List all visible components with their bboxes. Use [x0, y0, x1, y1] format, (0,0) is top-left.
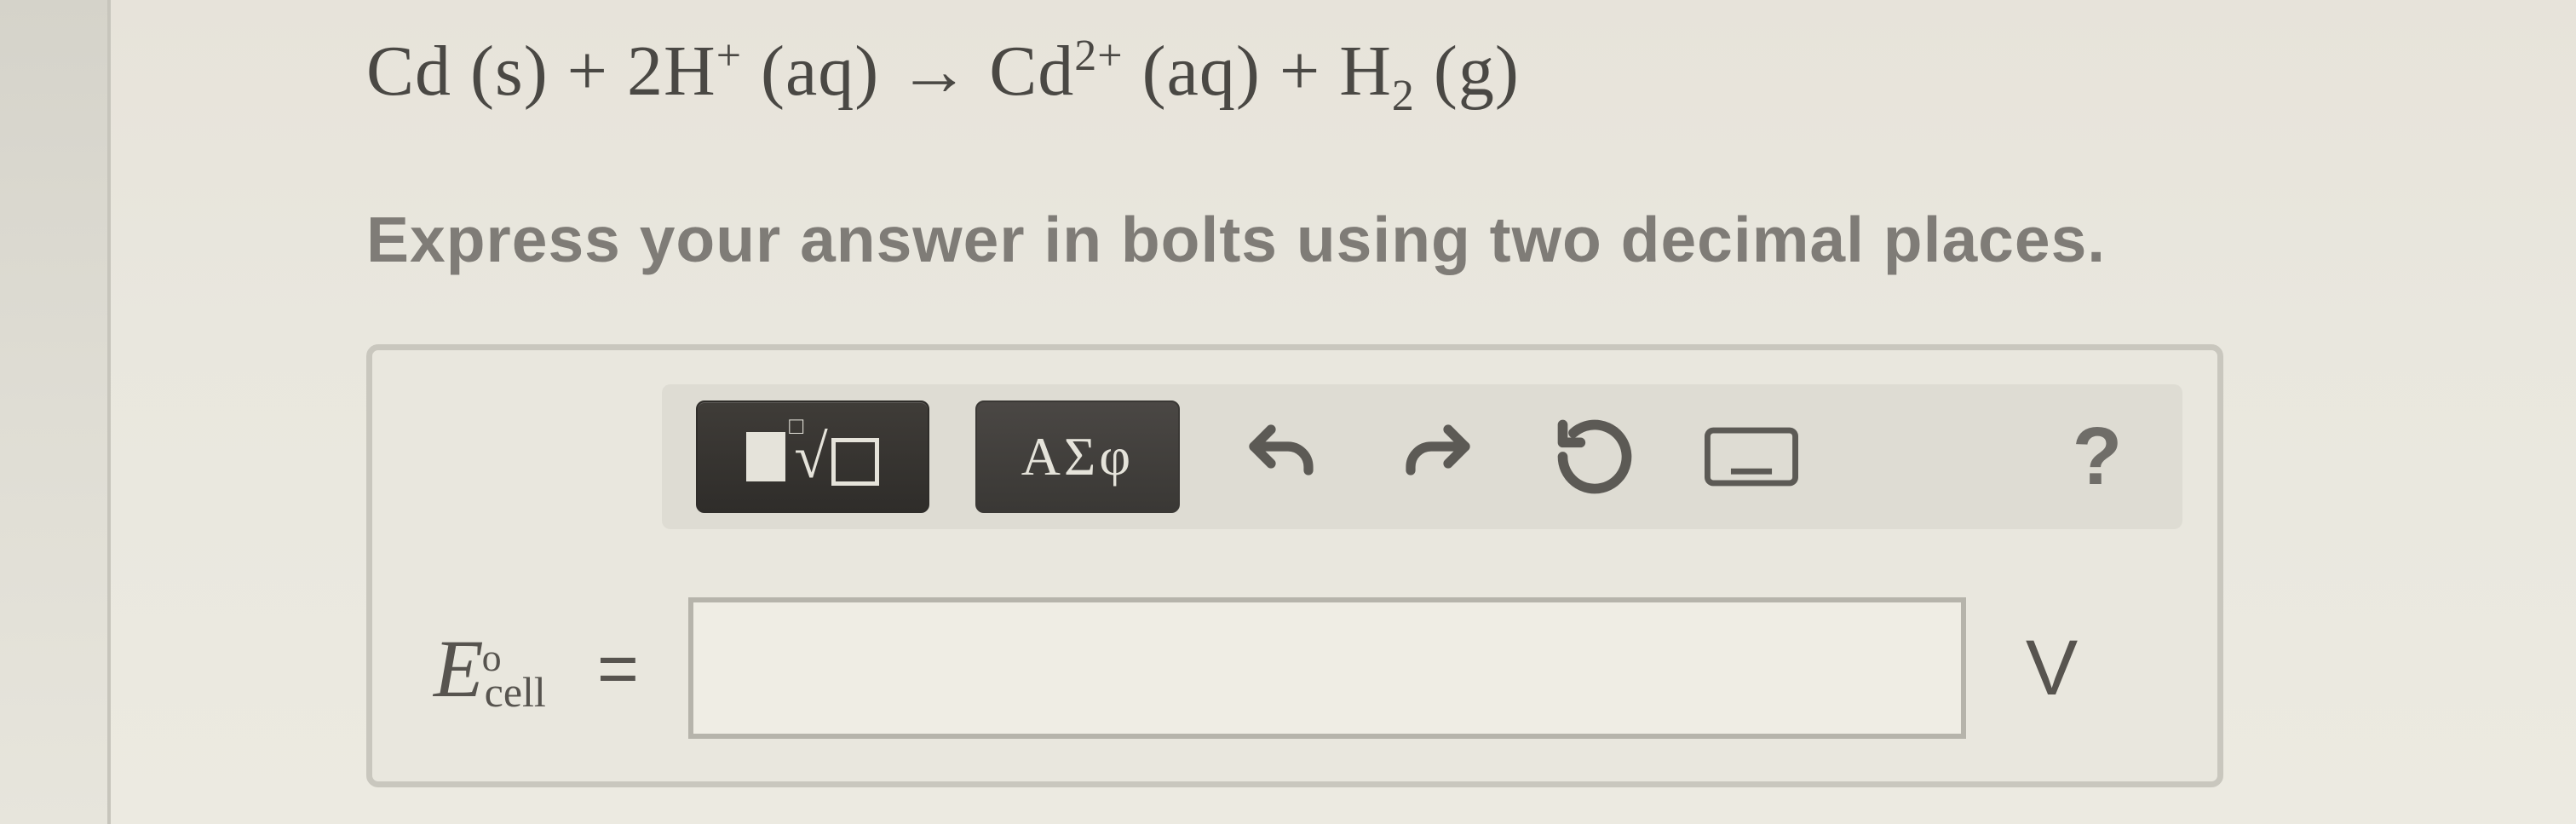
reaction-equation: Cd (s) + 2H+ (aq) → Cd2+ (aq) + H2 (g) — [366, 30, 1520, 121]
answer-area-frame: □√ ΑΣφ — [366, 344, 2223, 787]
answer-input-row: Eocell = V — [434, 597, 2078, 739]
templates-icon: □√ — [746, 422, 879, 493]
ecell-subscript: cell — [485, 667, 546, 717]
undo-button[interactable] — [1226, 402, 1337, 511]
unit-label: V — [2026, 624, 2078, 713]
equation-toolbar: □√ ΑΣφ — [662, 384, 2182, 529]
answer-input[interactable] — [688, 597, 1966, 739]
instruction-text: Express your answer in bolts using two d… — [366, 203, 2106, 276]
keyboard-button[interactable] — [1696, 402, 1807, 511]
keyboard-icon — [1705, 423, 1798, 491]
reset-icon — [1552, 414, 1637, 499]
undo-icon — [1240, 416, 1322, 498]
equals-sign: = — [597, 627, 639, 710]
ecell-symbol: E — [434, 621, 484, 716]
help-button[interactable]: ? — [2046, 402, 2148, 511]
ecell-label: Eocell — [434, 621, 572, 716]
redo-button[interactable] — [1383, 402, 1493, 511]
templates-button[interactable]: □√ — [696, 400, 929, 513]
reset-button[interactable] — [1539, 402, 1650, 511]
greek-button[interactable]: ΑΣφ — [975, 400, 1180, 513]
redo-icon — [1397, 416, 1479, 498]
page-root: Cd (s) + 2H+ (aq) → Cd2+ (aq) + H2 (g) E… — [0, 0, 2576, 824]
left-margin-bar — [0, 0, 111, 824]
